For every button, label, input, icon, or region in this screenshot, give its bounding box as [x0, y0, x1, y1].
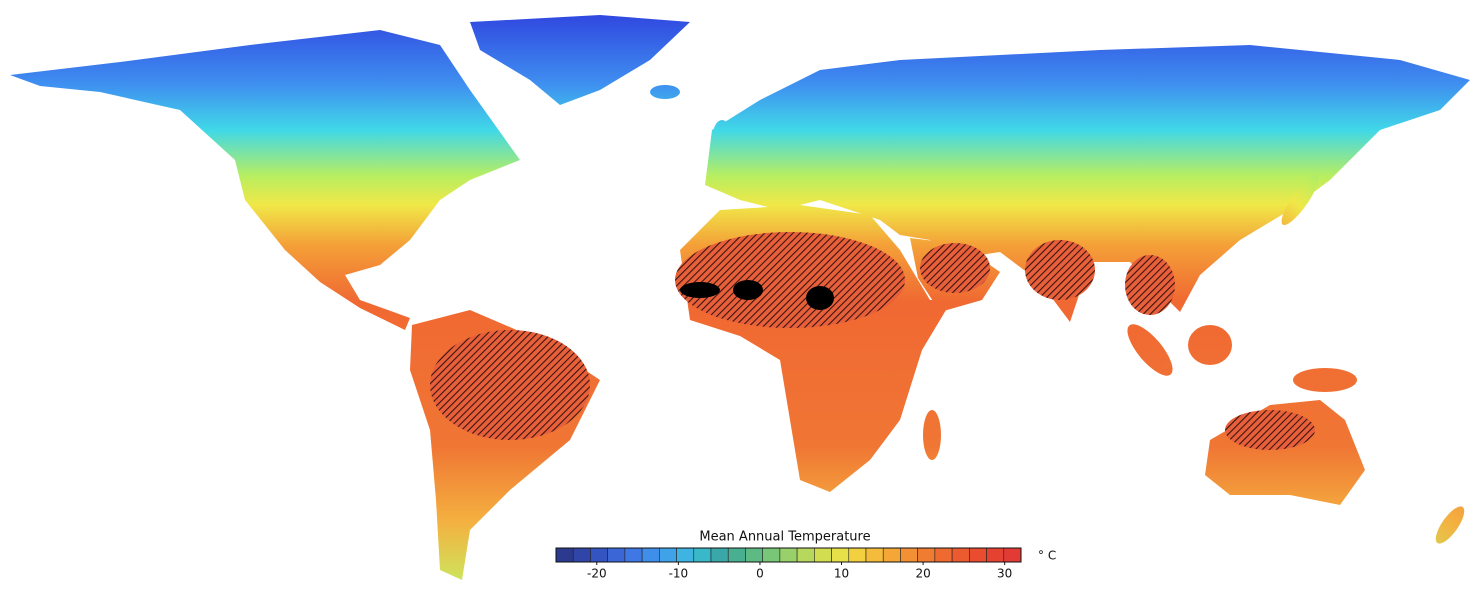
colorbar-swatch [917, 547, 936, 563]
colorbar-swatch [951, 547, 970, 563]
legend-unit: ° C [1038, 549, 1056, 563]
greenland [470, 15, 690, 105]
colorbar-swatch [796, 547, 815, 563]
colorbar-swatch [624, 547, 643, 563]
madagascar [923, 410, 941, 460]
colorbar-swatch [986, 547, 1005, 563]
hatch-indochina [1125, 255, 1175, 315]
colorbar-swatch [848, 547, 867, 563]
colorbar-tick-label: 20 [915, 567, 930, 581]
colorbar-tick-label: -20 [587, 567, 607, 581]
sumatra [1127, 324, 1173, 376]
black-patch [680, 282, 720, 298]
colorbar-swatch [814, 547, 832, 563]
colorbar-swatch [969, 547, 987, 563]
colorbar-swatch [590, 547, 608, 563]
legend: Mean Annual Temperature ° C -20 -10 0 10 20 3… [555, 530, 1056, 581]
colorbar-swatch [710, 547, 729, 563]
colorbar-tick-label: -10 [669, 567, 689, 581]
colorbar-swatch [882, 547, 901, 563]
black-patch [806, 286, 834, 310]
colorbar-swatch [727, 547, 746, 563]
colorbar-swatch [659, 547, 677, 563]
north-america [10, 30, 520, 330]
colorbar-swatch [762, 547, 781, 563]
new-guinea [1293, 368, 1357, 392]
colorbar-swatch [1003, 547, 1022, 563]
hatch-amazon [430, 330, 590, 440]
black-patch [733, 280, 763, 300]
new-zealand [1435, 506, 1465, 544]
colorbar-swatch [934, 547, 953, 563]
british-isles [712, 120, 732, 160]
colorbar-swatch [693, 547, 712, 563]
legend-title: Mean Annual Temperature [699, 530, 870, 545]
colorbar-swatch [831, 547, 850, 563]
eurasia [705, 45, 1470, 322]
hatched-regions [430, 232, 1315, 450]
hatch-india [1025, 240, 1095, 300]
borneo [1188, 325, 1232, 365]
colorbar-swatch [865, 547, 884, 563]
colorbar-frame [555, 547, 1022, 563]
iceland [650, 85, 680, 99]
colorbar-swatch [745, 547, 763, 563]
colorbar-swatch [779, 547, 798, 563]
colorbar-swatch [555, 547, 574, 563]
hatch-sahel [675, 232, 905, 328]
colorbar-swatch [572, 547, 591, 563]
colorbar-swatch [641, 547, 660, 563]
colorbar-tick-label: 10 [834, 567, 849, 581]
colorbar-tick-label: 30 [997, 567, 1012, 581]
colorbar-tick-label: 0 [756, 567, 764, 581]
colorbar-swatch [607, 547, 626, 563]
colorbar-swatch [900, 547, 918, 563]
colorbar-swatch [676, 547, 695, 563]
japan [1281, 175, 1319, 225]
hatch-arabia [920, 243, 990, 293]
hatch-australia [1225, 410, 1315, 450]
